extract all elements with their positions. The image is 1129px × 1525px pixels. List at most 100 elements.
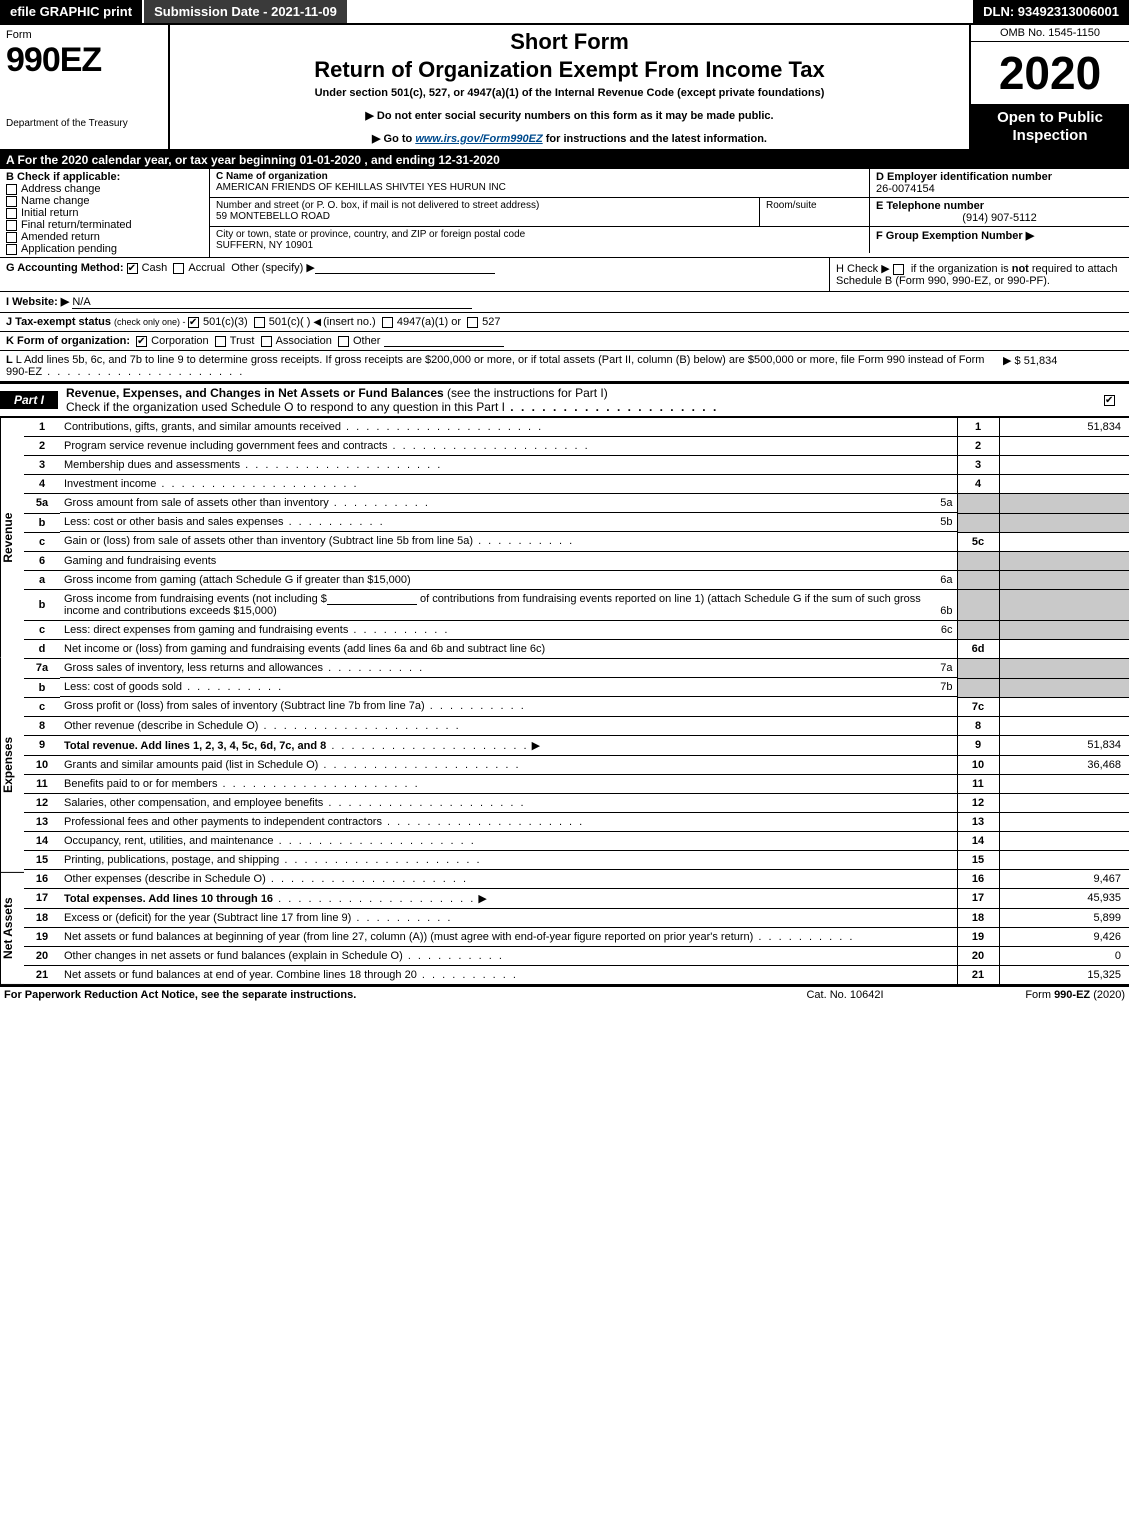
grey-cell — [999, 659, 1129, 679]
line-num: c — [24, 532, 60, 551]
line-num: c — [24, 697, 60, 716]
chk-501c[interactable] — [254, 317, 265, 328]
chk-application-pending[interactable]: Application pending — [6, 243, 203, 255]
block-h: H Check ▶ if the organization is not req… — [829, 258, 1129, 291]
grey-cell — [957, 590, 999, 621]
tri-left-icon — [313, 316, 323, 328]
chk-name-change[interactable]: Name change — [6, 195, 203, 207]
opt-corp: Corporation — [151, 335, 208, 347]
line-rl: 8 — [957, 716, 999, 735]
tax-year: 2020 — [971, 42, 1129, 105]
line-rl: 18 — [957, 908, 999, 927]
block-f: F Group Exemption Number ▶ — [869, 227, 1129, 253]
chk-amended-return-label: Amended return — [21, 231, 100, 243]
lines-table: 1Contributions, gifts, grants, and simil… — [24, 418, 1129, 985]
h-pre: H Check ▶ — [836, 263, 890, 275]
line-num: 6 — [24, 551, 60, 570]
chk-other-k[interactable] — [338, 336, 349, 347]
line-rv — [999, 716, 1129, 735]
j-hint: (check only one) - — [114, 317, 188, 327]
line-rl: 10 — [957, 755, 999, 774]
table-row: 1Contributions, gifts, grants, and simil… — [24, 418, 1129, 437]
sub-lab: 7b — [940, 681, 952, 693]
grey-cell — [957, 659, 999, 679]
table-row: 8Other revenue (describe in Schedule O)8 — [24, 716, 1129, 735]
chk-cash[interactable] — [127, 263, 138, 274]
chk-assoc[interactable] — [261, 336, 272, 347]
efile-print-button[interactable]: efile GRAPHIC print — [0, 0, 144, 23]
chk-address-change[interactable]: Address change — [6, 183, 203, 195]
chk-accrual[interactable] — [173, 263, 184, 274]
cash-label: Cash — [142, 262, 168, 274]
k-other-input[interactable] — [384, 336, 504, 347]
table-row: cGain or (loss) from sale of assets othe… — [24, 532, 1129, 551]
part-i-check-text: Check if the organization used Schedule … — [66, 400, 505, 414]
table-row: 18Excess or (deficit) for the year (Subt… — [24, 908, 1129, 927]
paperwork-notice: For Paperwork Reduction Act Notice, see … — [4, 989, 745, 1001]
side-revenue: Revenue — [0, 418, 24, 658]
other-specify-input[interactable] — [315, 263, 495, 274]
submission-date: Submission Date - 2021-11-09 — [144, 0, 347, 23]
line-num: 19 — [24, 927, 60, 946]
e-label: E Telephone number — [876, 200, 984, 212]
line-rl: 21 — [957, 965, 999, 984]
table-row: 6Gaming and fundraising events — [24, 551, 1129, 570]
notice-post: for instructions and the latest informat… — [543, 133, 767, 145]
line-rv — [999, 812, 1129, 831]
line-num: 5a — [24, 494, 60, 514]
line-num: 7a — [24, 659, 60, 679]
line-desc: Net income or (loss) from gaming and fun… — [64, 643, 545, 655]
table-row: 7aGross sales of inventory, less returns… — [24, 659, 1129, 679]
chk-4947[interactable] — [382, 317, 393, 328]
grey-cell — [999, 551, 1129, 570]
sub-lab: 5b — [940, 516, 952, 528]
line-rl: 16 — [957, 869, 999, 888]
chk-corp[interactable] — [136, 336, 147, 347]
line-num: 9 — [24, 735, 60, 755]
other-label: Other (specify) ▶ — [231, 262, 315, 274]
grey-cell — [999, 590, 1129, 621]
opt-assoc: Association — [276, 335, 332, 347]
l-amount: ▶ $ 51,834 — [1003, 354, 1123, 378]
line-rv — [999, 532, 1129, 551]
line-a: A For the 2020 calendar year, or tax yea… — [0, 151, 1129, 169]
chk-trust[interactable] — [215, 336, 226, 347]
header-left: Form 990EZ Department of the Treasury — [0, 25, 170, 149]
chk-h[interactable] — [893, 264, 904, 275]
h-text: if the organization is — [911, 263, 1012, 275]
org-name: AMERICAN FRIENDS OF KEHILLAS SHIVTEI YES… — [216, 182, 506, 193]
line-rl: 12 — [957, 793, 999, 812]
part-i-tag: Part I — [0, 391, 58, 409]
line-num: 8 — [24, 716, 60, 735]
chk-application-pending-label: Application pending — [21, 243, 117, 255]
line-desc: Other expenses (describe in Schedule O) — [64, 873, 266, 885]
line-desc: Less: direct expenses from gaming and fu… — [64, 624, 348, 636]
dept-label: Department of the Treasury — [6, 118, 162, 129]
line-desc: Other changes in net assets or fund bala… — [64, 950, 403, 962]
line-rv — [999, 793, 1129, 812]
line-rv — [999, 437, 1129, 456]
table-row: cGross profit or (loss) from sales of in… — [24, 697, 1129, 716]
line-desc: Less: cost or other basis and sales expe… — [64, 516, 284, 528]
table-row: 13Professional fees and other payments t… — [24, 812, 1129, 831]
line-num: a — [24, 570, 60, 590]
chk-initial-return[interactable]: Initial return — [6, 207, 203, 219]
line-rv: 15,325 — [999, 965, 1129, 984]
side-labels: Revenue Expenses Net Assets — [0, 418, 24, 985]
block-e: E Telephone number (914) 907-5112 — [869, 198, 1129, 226]
room-suite: Room/suite — [759, 198, 869, 226]
chk-527[interactable] — [467, 317, 478, 328]
chk-address-change-label: Address change — [21, 183, 101, 195]
line-rv: 36,468 — [999, 755, 1129, 774]
chk-final-return[interactable]: Final return/terminated — [6, 219, 203, 231]
block-g: G Accounting Method: Cash Accrual Other … — [0, 258, 829, 291]
form-ref-post: (2020) — [1090, 989, 1125, 1001]
fundraising-amount-input[interactable] — [327, 594, 417, 605]
part-i-schedule-o-check[interactable] — [1104, 394, 1129, 406]
line-num: 4 — [24, 475, 60, 494]
grey-cell — [957, 551, 999, 570]
table-row: 11Benefits paid to or for members11 — [24, 774, 1129, 793]
chk-amended-return[interactable]: Amended return — [6, 231, 203, 243]
chk-501c3[interactable] — [188, 317, 199, 328]
irs-link[interactable]: www.irs.gov/Form990EZ — [415, 133, 542, 145]
